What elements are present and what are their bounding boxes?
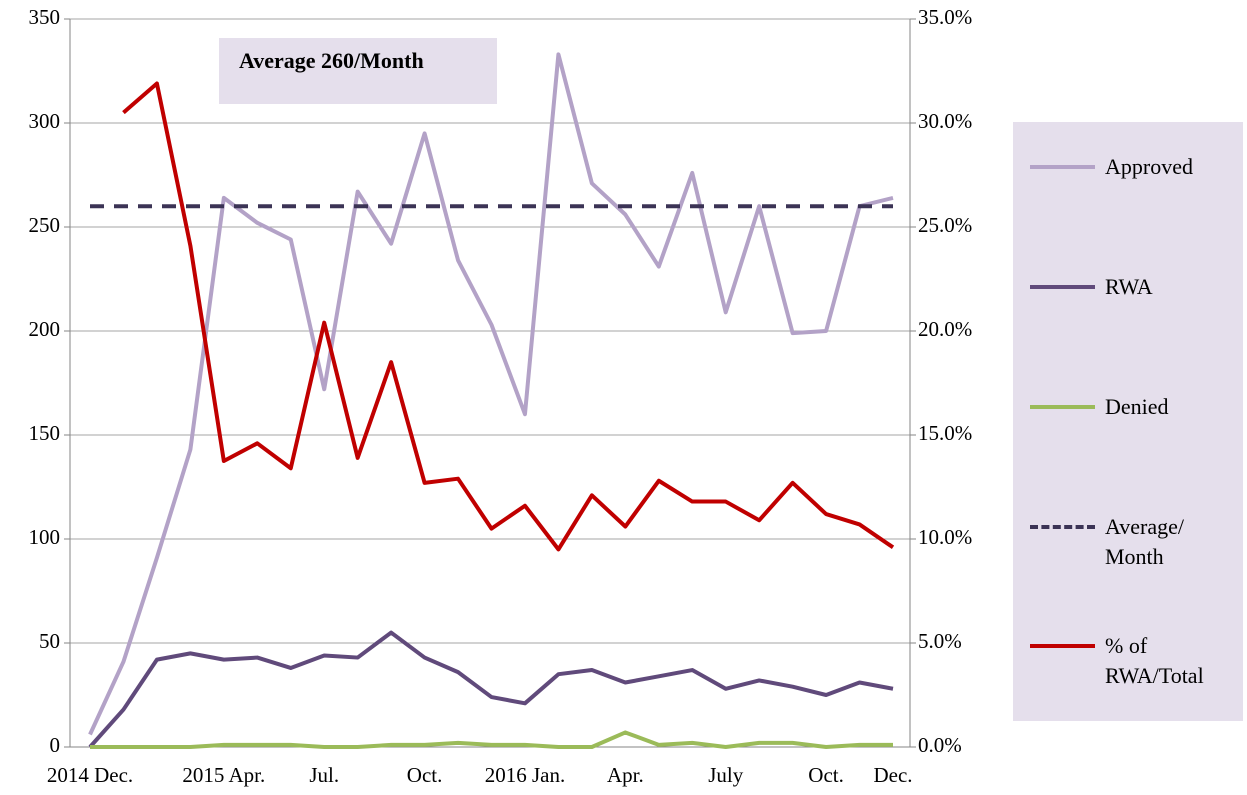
y-tick-label: 0 <box>50 733 61 757</box>
x-tick-label: Oct. <box>407 763 443 787</box>
y-tick-label: 350 <box>29 5 61 29</box>
y-tick-label: 300 <box>29 109 61 133</box>
x-tick-label: Dec. <box>873 763 912 787</box>
legend-label: Approved <box>1105 154 1193 179</box>
x-tick-label: Apr. <box>607 763 644 787</box>
annotation: Average 260/Month <box>239 48 424 73</box>
y-tick-label: 250 <box>29 213 61 237</box>
legend-swatch <box>1030 285 1095 289</box>
y-tick-label: 50 <box>39 629 60 653</box>
y2-tick-label: 35.0% <box>918 5 972 29</box>
y2-tick-label: 15.0% <box>918 421 972 445</box>
x-tick-label: 2016 Jan. <box>485 763 566 787</box>
legend-label: Denied <box>1105 394 1169 419</box>
legend-label: % of RWA/Total <box>1105 633 1204 688</box>
series-line <box>122 81 895 552</box>
legend-swatch <box>1030 405 1095 409</box>
annotation-box: Average 260/Month <box>219 38 497 104</box>
y2-tick-label: 0.0% <box>918 733 962 757</box>
x-tick-label: July <box>708 763 744 787</box>
y-tick-label: 150 <box>29 421 61 445</box>
y2-tick-label: 20.0% <box>918 317 972 341</box>
legend-swatch <box>1030 165 1095 169</box>
y-tick-label: 100 <box>29 525 61 549</box>
x-tick-label: Jul. <box>309 763 339 787</box>
x-tick-label: 2015 Apr. <box>182 763 265 787</box>
series-line <box>88 52 894 736</box>
y-tick-label: 200 <box>29 317 61 341</box>
x-tick-label: Oct. <box>808 763 844 787</box>
legend-swatch <box>1030 525 1095 529</box>
series-line <box>90 730 893 749</box>
y2-tick-label: 30.0% <box>918 109 972 133</box>
y2-tick-label: 10.0% <box>918 525 972 549</box>
x-tick-label: 2014 Dec. <box>47 763 133 787</box>
legend-label: RWA <box>1105 274 1153 299</box>
y2-tick-label: 5.0% <box>918 629 962 653</box>
legend-label: Average/ Month <box>1105 514 1184 569</box>
y2-tick-label: 25.0% <box>918 213 972 237</box>
legend: Approved RWA Denied Average/ Month % of RWA/… <box>1013 122 1243 721</box>
legend-swatch <box>1030 644 1095 648</box>
series-line <box>88 630 894 749</box>
